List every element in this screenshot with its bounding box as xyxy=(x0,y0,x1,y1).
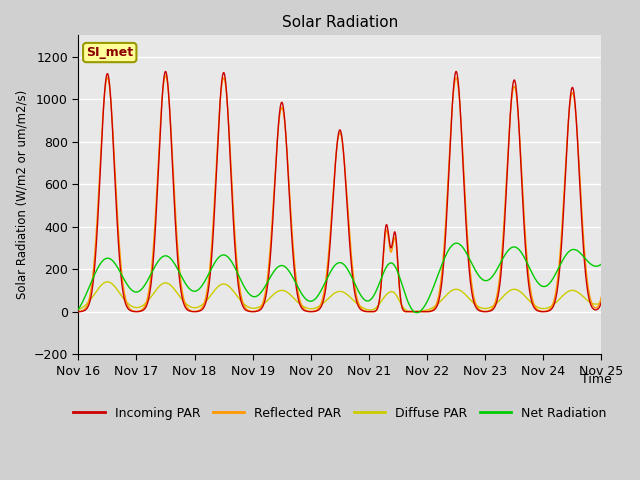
Text: SI_met: SI_met xyxy=(86,46,133,59)
Title: Solar Radiation: Solar Radiation xyxy=(282,15,398,30)
Y-axis label: Solar Radiation (W/m2 or um/m2/s): Solar Radiation (W/m2 or um/m2/s) xyxy=(15,90,28,300)
X-axis label: Time: Time xyxy=(581,373,612,386)
Legend: Incoming PAR, Reflected PAR, Diffuse PAR, Net Radiation: Incoming PAR, Reflected PAR, Diffuse PAR… xyxy=(68,402,611,425)
